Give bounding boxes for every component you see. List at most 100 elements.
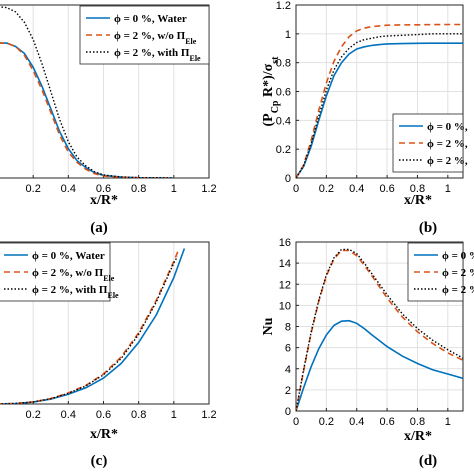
- panel-c-series-2-line: [0, 256, 179, 404]
- panel-b-legend-entry: ϕ = 2 %,: [427, 138, 468, 150]
- panel-a-xtick-label: 0.2: [26, 183, 41, 195]
- panel-b: 0 0.2 0.4 0.6 0.8 1 0 0.2 0.4 0.6 0.8 1 1.2 x/R* (PCp …: [261, 0, 468, 236]
- panel-a-legend-entry: ϕ = 0 %, Water: [114, 13, 187, 25]
- panel-a-legend-entry-sub: Ele: [189, 54, 201, 63]
- panel-b-y-axis-label-sub2: st: [270, 56, 281, 64]
- panel-c-x-axis-label: x/R*: [90, 427, 118, 442]
- panel-c-xtick-label: 1.2: [201, 409, 216, 421]
- panel-a: 0.2 0.4 0.6 0.8 1 1.2 x/R* (a) ϕ = 0 %, Water ϕ =…: [0, 4, 217, 236]
- panel-b-ytick-label: 0.6: [276, 87, 291, 99]
- panel-c-legend-entry-sub: Ele: [107, 291, 119, 300]
- panel-b-xtick-label: 0.6: [379, 183, 394, 195]
- panel-d-legend-entry-text: ϕ = 0 %,: [442, 250, 474, 262]
- panel-d-xtick-label: 1: [445, 416, 451, 428]
- panel-b-y-axis-label-part: (P: [261, 113, 276, 127]
- panel-d-legend-entry: ϕ = 0 %,: [442, 250, 474, 262]
- panel-b-ytick-label: 0.8: [276, 58, 291, 70]
- panel-a-legend-entry-text: ϕ = 2 %, with Π: [114, 47, 190, 59]
- panel-d-legend-entry-text: ϕ = 2 %,: [442, 284, 474, 296]
- panel-c-legend-entry-text: ϕ = 0 %, Water: [32, 250, 105, 262]
- panel-d-legend: ϕ = 0 %, ϕ = 2 %, ϕ = 2 %,: [407, 242, 474, 302]
- panel-d-y-axis-label-part: Nu: [261, 317, 276, 335]
- panel-d-series-1-line: [296, 249, 463, 411]
- panel-d-y-axis-label: Nu: [261, 317, 276, 335]
- panel-b-ytick-label: 1: [285, 29, 291, 41]
- panel-d-xtick-label: 0.2: [319, 416, 334, 428]
- panel-d-xtick-label: 0: [293, 416, 299, 428]
- panel-b-legend-entry-text: ϕ = 2 %,: [427, 155, 468, 167]
- panel-b-legend-entry: ϕ = 2 %,: [427, 155, 468, 167]
- panel-b-series-2-line: [296, 33, 463, 178]
- panel-b-legend-entry-text: ϕ = 0 %,: [427, 121, 468, 133]
- panel-b-y-axis-label: (PCp R*)/σst: [261, 56, 281, 127]
- panel-c-legend-entry-text: ϕ = 2 %, with Π: [32, 284, 108, 296]
- panel-d-ytick-label: 12: [279, 279, 291, 291]
- panel-b-ytick-label: 1.2: [276, 0, 291, 12]
- panel-b-series-1-line: [296, 23, 463, 178]
- panel-c-xtick-label: 0.2: [26, 409, 41, 421]
- panel-c-legend-entry: ϕ = 2 %, with ΠEle: [32, 284, 119, 300]
- panel-b-legend-entry: ϕ = 0 %,: [427, 121, 468, 133]
- panel-d-series-0-line: [296, 319, 463, 411]
- panel-a-legend-entry: ϕ = 2 %, w/o ΠEle: [114, 30, 197, 46]
- panel-c-label: (c): [91, 453, 108, 469]
- panel-c-xtick-label: 0.6: [96, 409, 111, 421]
- panel-d-ytick-label: 8: [285, 322, 291, 334]
- panel-a-legend-entry-sub: Ele: [185, 37, 197, 46]
- panel-c: 0.2 0.4 0.6 0.8 1 1.2 x/R* (c) ϕ = 0 %, Water ϕ =…: [0, 241, 217, 469]
- panel-d-ytick-label: 10: [279, 300, 291, 312]
- panel-a-legend-entry-text: ϕ = 2 %, w/o Π: [114, 30, 186, 42]
- panel-a-label: (a): [90, 220, 108, 236]
- panel-b-series-0-line: [296, 42, 463, 178]
- panel-d-ytick-label: 4: [285, 364, 291, 376]
- panel-a-legend-entry: ϕ = 2 %, with ΠEle: [114, 47, 201, 63]
- panel-d-ytick-label: 6: [285, 343, 291, 355]
- panel-c-legend-entry-sub: Ele: [103, 274, 115, 283]
- panel-b-ytick-label: 0.4: [276, 115, 291, 127]
- panel-b-y-axis-label-sub: Cp: [270, 100, 281, 113]
- panel-c-legend-entry: ϕ = 2 %, w/o ΠEle: [32, 267, 115, 283]
- panel-a-legend-entry-text: ϕ = 0 %, Water: [114, 13, 187, 25]
- panel-b-xtick-label: 0.2: [319, 183, 334, 195]
- panel-d-legend-entry: ϕ = 2 %,: [442, 284, 474, 296]
- panel-b-y-axis-label-rest: R*)/σ: [261, 63, 276, 100]
- panel-a-xtick-label: 0.8: [131, 183, 146, 195]
- panel-d-x-axis-label: x/R*: [404, 429, 432, 444]
- panel-c-xtick-label: 1: [171, 409, 177, 421]
- panel-d-ytick-label: 14: [279, 258, 291, 270]
- panel-b-x-axis-label: x/R*: [404, 193, 432, 208]
- panel-a-x-axis-label: x/R*: [90, 193, 118, 208]
- panel-a-xtick-label: 1.2: [201, 183, 216, 195]
- panel-d-xtick-label: 0.4: [349, 416, 364, 428]
- panel-d-legend-entry: ϕ = 2 %,: [442, 267, 474, 279]
- panel-a-xtick-label: 0.4: [61, 183, 76, 195]
- panel-c-xtick-label: 0.4: [61, 409, 76, 421]
- panel-c-xtick-label: 0.8: [131, 409, 146, 421]
- panel-d-label: (d): [419, 453, 437, 469]
- panel-b-xtick-label: 0.8: [410, 183, 425, 195]
- panel-d-series-2-line: [296, 248, 463, 411]
- panel-b-label: (b): [419, 220, 437, 236]
- panel-d-ytick-label: 0: [285, 406, 291, 418]
- panel-b-xtick-label: 0.4: [349, 183, 364, 195]
- panel-a-xtick-label: 0.6: [96, 183, 111, 195]
- panel-d-ytick-label: 2: [285, 385, 291, 397]
- panel-b-ytick-label: 0: [285, 173, 291, 185]
- panel-d-xtick-label: 0.8: [410, 416, 425, 428]
- panel-d-ytick-label: 16: [279, 237, 291, 249]
- panel-c-legend-entry: ϕ = 0 %, Water: [32, 250, 105, 262]
- panel-b-legend: ϕ = 0 %, ϕ = 2 %, ϕ = 2 %,: [392, 113, 468, 173]
- panel-d-legend-entry-text: ϕ = 2 %,: [442, 267, 474, 279]
- panel-d-xtick-label: 0.6: [379, 416, 394, 428]
- panel-a-series-1-line: [0, 42, 174, 178]
- panel-b-xtick-label: 1: [445, 183, 451, 195]
- panel-a-xtick-label: 1: [171, 183, 177, 195]
- panel-b-legend-entry-text: ϕ = 2 %,: [427, 138, 468, 150]
- panel-b-xtick-label: 0: [293, 183, 299, 195]
- panel-b-ytick-label: 0.2: [276, 144, 291, 156]
- panel-c-legend-entry-text: ϕ = 2 %, w/o Π: [32, 267, 104, 279]
